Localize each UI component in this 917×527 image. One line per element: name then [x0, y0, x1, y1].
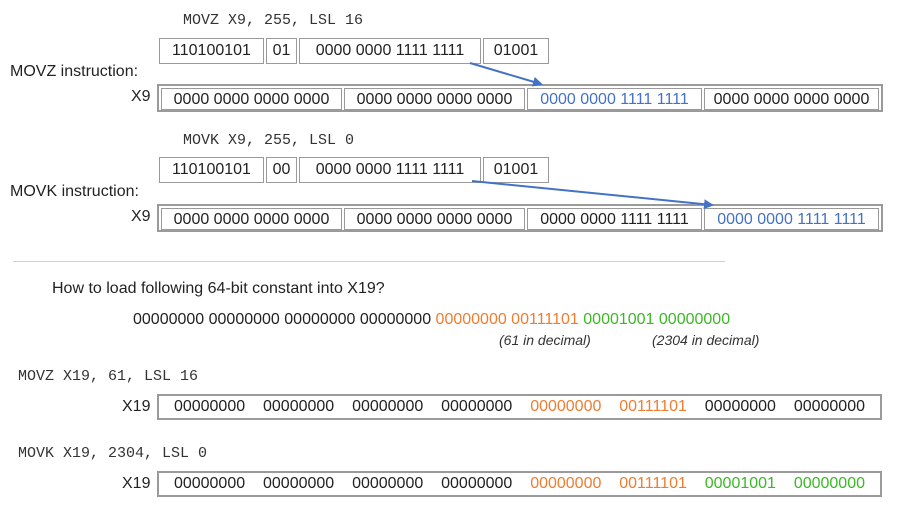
movz-x19-code-line: MOVZ X19, 61, LSL 16: [18, 368, 199, 385]
encoding-imm16-cell: 0000 0000 1111 1111: [299, 38, 481, 64]
movk-arrow: [471, 180, 714, 210]
x19-byte-3: 00000000: [530, 475, 602, 492]
section-divider: [13, 261, 725, 262]
x19-byte-2: 00111101: [619, 475, 687, 492]
constant-value: 00000000 00000000 00000000 00000000 0000…: [133, 311, 730, 329]
encoding-rd-cell: 01001: [483, 157, 549, 183]
x19-byte-0: 00000000: [793, 475, 865, 492]
x9-chunk-2: 0000 0000 0000 0000: [344, 208, 525, 230]
x19-byte-6: 00000000: [263, 475, 335, 492]
x9-chunk-0-highlight: 0000 0000 1111 1111: [704, 208, 879, 230]
encoding-opcode-cell: 110100101: [159, 157, 264, 183]
x9-chunk-1: 0000 0000 1111 1111: [527, 208, 702, 230]
x19-byte-4: 00000000: [441, 475, 513, 492]
movk-x19-code-line: MOVK X19, 2304, LSL 0: [18, 445, 208, 462]
x19-register-movk: 00000000 00000000 00000000 00000000 0000…: [157, 471, 882, 497]
encoding-hw-cell: 00: [266, 157, 297, 183]
movk-code-line: MOVK X9, 255, LSL 0: [183, 132, 355, 149]
x19-byte-6: 00000000: [263, 398, 335, 415]
movz-instruction-title: MOVZ instruction:: [10, 63, 139, 80]
constant-green-bytes: 00001001 00000000: [583, 311, 731, 328]
x9-chunk-3: 0000 0000 0000 0000: [161, 208, 342, 230]
x9-chunk-3: 0000 0000 0000 0000: [161, 88, 342, 110]
constant-black-bytes: 00000000 00000000 00000000 00000000: [133, 311, 432, 328]
x19-byte-1: 00000000: [704, 398, 776, 415]
green-decimal-note: (2304 in decimal): [652, 332, 760, 348]
movz-code-line: MOVZ X9, 255, LSL 16: [183, 12, 364, 29]
encoding-imm16-cell: 0000 0000 1111 1111: [299, 157, 481, 183]
x19-byte-5: 00000000: [352, 475, 424, 492]
movk-instruction-title: MOVK instruction:: [10, 183, 139, 200]
x19-register-movz: 00000000 00000000 00000000 00000000 0000…: [157, 394, 882, 420]
x19-byte-1: 00001001: [704, 475, 776, 492]
constant-orange-bytes: 00000000 00111101: [435, 311, 579, 328]
register-x9-label: X9: [131, 208, 151, 225]
x19-byte-5: 00000000: [352, 398, 424, 415]
x19-byte-4: 00000000: [441, 398, 513, 415]
encoding-hw-cell: 01: [266, 38, 297, 64]
encoding-opcode-cell: 110100101: [159, 38, 264, 64]
x19-byte-3: 00000000: [530, 398, 602, 415]
orange-decimal-note: (61 in decimal): [499, 332, 591, 348]
x9-register-box: 0000 0000 0000 0000 0000 0000 0000 0000 …: [157, 204, 883, 232]
register-x19-label: X19: [122, 475, 151, 492]
question-text: How to load following 64-bit constant in…: [52, 280, 385, 297]
x9-chunk-2: 0000 0000 0000 0000: [344, 88, 525, 110]
register-x19-label: X19: [122, 398, 151, 415]
x9-chunk-1-highlight: 0000 0000 1111 1111: [527, 88, 702, 110]
x9-chunk-0: 0000 0000 0000 0000: [704, 88, 879, 110]
movz-arrow: [469, 62, 543, 87]
x19-byte-0: 00000000: [793, 398, 865, 415]
register-x9-label: X9: [131, 88, 151, 105]
x19-byte-7: 00000000: [173, 398, 246, 415]
x9-register-box: 0000 0000 0000 0000 0000 0000 0000 0000 …: [157, 84, 883, 112]
x19-byte-7: 00000000: [173, 475, 246, 492]
x19-byte-2: 00111101: [619, 398, 687, 415]
encoding-rd-cell: 01001: [483, 38, 549, 64]
